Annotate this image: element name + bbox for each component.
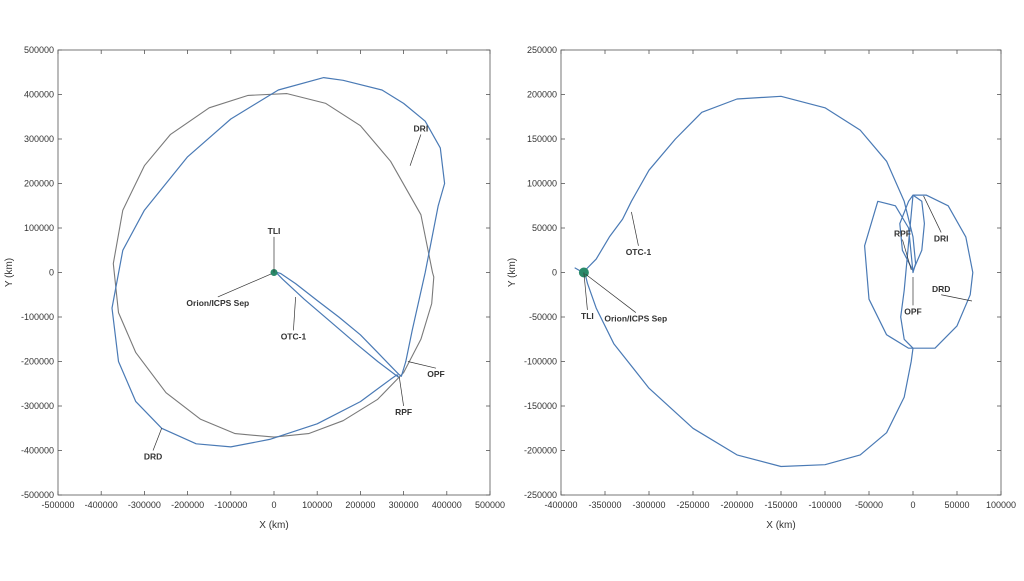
chart-1-y-tick-label-9: -400000: [21, 446, 54, 456]
chart-2-annotation-leader-orion-icps-sep: [585, 274, 637, 313]
chart-2-series-lunar-loops: [863, 194, 974, 349]
chart-1-annotation-leader-rpf: [398, 377, 404, 407]
chart-1-series-moon-orbit: [112, 93, 435, 438]
chart-2-series-return: [584, 271, 914, 468]
chart-2-annotation-leader-rpf: [902, 239, 912, 270]
chart-1-annotation-tli: TLI: [268, 226, 281, 236]
chart-2-x-tick-label-9: 50000: [944, 500, 969, 510]
chart-2-annotation-leader-otc-1: [631, 211, 639, 246]
chart-2-y-tick-label-9: -200000: [524, 446, 557, 456]
chart-2-y-tick-label-1: 200000: [527, 90, 557, 100]
chart-1-annotation-leader-otc-1: [293, 296, 296, 331]
chart-1-x-tick-label-5: 0: [271, 500, 276, 510]
chart-1-x-tick-label-6: 100000: [302, 500, 332, 510]
chart-2-x-tick-label-4: -200000: [720, 500, 753, 510]
chart-1-annotation-dri: DRI: [414, 124, 429, 134]
chart-2-x-tick-label-2: -300000: [632, 500, 665, 510]
chart-2-y-axis-label: Y (km): [507, 258, 518, 287]
chart-2-annotation-leader-drd: [941, 294, 973, 302]
chart-2-x-tick-label-8: 0: [910, 500, 915, 510]
chart-1-y-tick-label-7: -200000: [21, 357, 54, 367]
chart-2-y-tick-label-3: 100000: [527, 179, 557, 189]
chart-1-y-tick-label-3: 200000: [24, 179, 54, 189]
chart-2-annotation-tli: TLI: [581, 311, 594, 321]
chart-1-x-tick-label-1: -400000: [85, 500, 118, 510]
chart-2-annotation-drd: DRD: [932, 284, 950, 294]
chart-2-y-tick-label-0: 250000: [527, 45, 557, 55]
chart-1-x-tick-label-8: 300000: [389, 500, 419, 510]
chart-1-x-tick-label-9: 400000: [432, 500, 462, 510]
chart-1-series-outbound: [272, 270, 407, 377]
chart-2-annotation-rpf: RPF: [894, 229, 911, 239]
chart-1-annotation-leader-orion-icps-sep: [217, 273, 272, 298]
chart-1-annotation-drd: DRD: [144, 452, 162, 462]
chart-2-y-tick-label-10: -250000: [524, 490, 557, 500]
chart-2-x-tick-label-3: -250000: [676, 500, 709, 510]
chart-1-x-axis-label: X (km): [259, 520, 288, 531]
chart-2-x-tick-label-0: -400000: [544, 500, 577, 510]
chart-1-y-tick-label-2: 300000: [24, 134, 54, 144]
chart-1-x-tick-label-10: 500000: [475, 500, 505, 510]
chart-2-x-tick-label-1: -350000: [588, 500, 621, 510]
chart-1-annotation-orion-icps-sep: Orion/ICPS Sep: [186, 298, 249, 308]
chart-1-y-tick-label-10: -500000: [21, 490, 54, 500]
chart-1-annotation-leader-drd: [152, 428, 163, 451]
chart-1-y-tick-label-5: 0: [49, 268, 54, 278]
chart-1-annotation-rpf: RPF: [395, 407, 412, 417]
chart-2-plot-frame: [560, 49, 1002, 496]
chart-1-x-tick-label-2: -300000: [128, 500, 161, 510]
chart-2-x-tick-label-10: 100000: [986, 500, 1016, 510]
chart-1-x-tick-label-0: -500000: [41, 500, 74, 510]
chart-1-series-orbit-and-return: [111, 76, 446, 448]
chart-1-x-tick-label-4: -100000: [214, 500, 247, 510]
chart-1-y-tick-label-1: 400000: [24, 90, 54, 100]
chart-2-annotation-orion-icps-sep: Orion/ICPS Sep: [604, 314, 667, 324]
chart-2-y-tick-label-6: -50000: [529, 312, 557, 322]
chart-2-x-tick-label-6: -100000: [808, 500, 841, 510]
chart-2-annotation-leader-dri: [923, 195, 942, 233]
chart-1-y-tick-label-6: -100000: [21, 312, 54, 322]
chart-1-y-tick-label-0: 500000: [24, 45, 54, 55]
chart-2-y-tick-label-4: 50000: [532, 223, 557, 233]
chart-1-y-tick-label-8: -300000: [21, 401, 54, 411]
chart-2-x-axis-label: X (km): [766, 520, 795, 531]
chart-1-annotation-opf: OPF: [427, 369, 444, 379]
chart-2-annotation-opf: OPF: [904, 306, 921, 316]
chart-1-annotation-leader-opf: [407, 361, 437, 369]
chart-2-y-tick-label-5: 0: [552, 268, 557, 278]
chart-1-annotation-leader-dri: [409, 134, 422, 166]
chart-2-x-tick-label-5: -150000: [764, 500, 797, 510]
chart-2-annotation-dri: DRI: [934, 233, 949, 243]
chart-1-x-tick-label-3: -200000: [171, 500, 204, 510]
chart-2-y-tick-label-8: -150000: [524, 401, 557, 411]
chart-1-annotation-otc-1: OTC-1: [281, 331, 307, 341]
chart-2-y-tick-label-2: 150000: [527, 134, 557, 144]
chart-1-y-tick-label-4: 100000: [24, 223, 54, 233]
chart-2-y-tick-label-7: -100000: [524, 357, 557, 367]
chart-1-x-tick-label-7: 200000: [345, 500, 375, 510]
chart-2-annotation-otc-1: OTC-1: [626, 247, 652, 257]
chart-2-x-tick-label-7: -50000: [855, 500, 883, 510]
chart-1-y-axis-label: Y (km): [4, 258, 15, 287]
chart-2-annotation-leader-tli: [583, 272, 588, 310]
